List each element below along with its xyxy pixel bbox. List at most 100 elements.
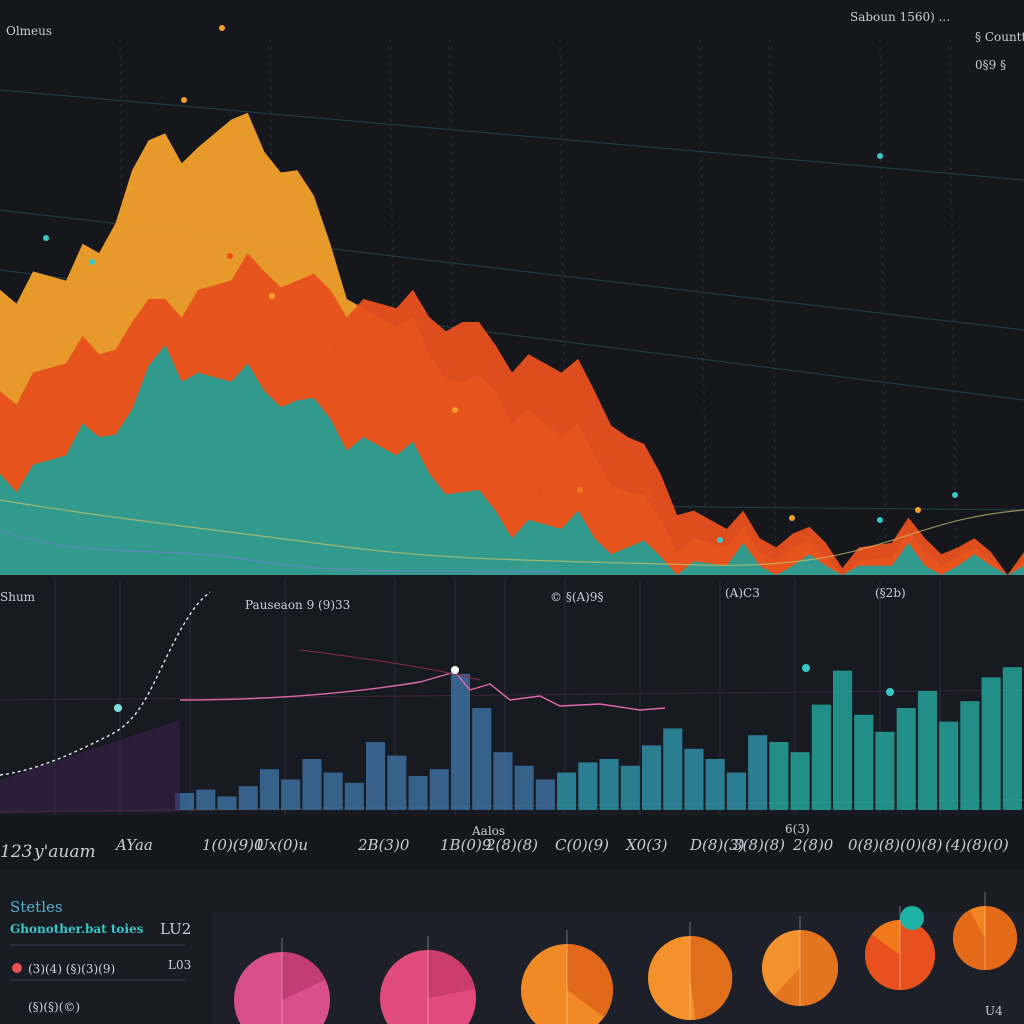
mid-bar-10 — [387, 755, 407, 810]
mid-bar-20 — [599, 759, 619, 810]
top-marker-4 — [332, 347, 338, 353]
mid-bar-19 — [578, 762, 598, 810]
middle-left-label: Shum — [0, 590, 36, 604]
mid-marker-3 — [802, 664, 810, 672]
top-marker-14 — [269, 293, 275, 299]
pie-2-slice — [567, 944, 613, 1017]
x-tick-label-3: 2B(3)0 — [358, 836, 410, 854]
pie-6-slice — [953, 905, 1018, 970]
top-right-label: Saboun 1560) ... — [850, 10, 951, 24]
top-overlay-line-blue — [0, 529, 561, 573]
mid-bar-39 — [1002, 667, 1022, 810]
legend-shapes — [10, 944, 185, 981]
mid-bar-6 — [302, 759, 322, 810]
top-grid-vline-6 — [769, 39, 777, 576]
mid-bar-7 — [323, 772, 343, 810]
middle-bar-chart — [0, 667, 1022, 812]
top-grid-vline-5 — [699, 39, 707, 576]
top-right-small-label-2: 0§9 § — [975, 58, 1007, 72]
mid-marker-1 — [451, 666, 459, 674]
mid-bar-15 — [493, 752, 513, 810]
top-grid-vline-0 — [119, 39, 127, 576]
top-area-series-teal — [0, 345, 1024, 575]
x-axis-small-mark-2: 6(3) — [785, 822, 810, 836]
mid-bar-26 — [726, 772, 746, 810]
x-tick-label-0: AYaa — [116, 836, 153, 854]
pie-4-slice — [774, 930, 839, 1006]
mid-bar-34 — [896, 708, 916, 810]
mid-line-pink — [179, 671, 666, 711]
top-marker-8 — [647, 491, 653, 497]
mid-bar-28 — [769, 742, 789, 810]
mid-marker-2 — [886, 688, 894, 696]
x-axis-start-label: 123 — [0, 842, 33, 862]
top-marker-6 — [537, 489, 543, 495]
mid-bar-38 — [981, 677, 1001, 810]
top-grid-vline-1 — [269, 39, 277, 576]
top-marker-17 — [915, 507, 921, 513]
x-tick-label-1: 1(0)(9)0 — [202, 836, 264, 854]
legend-dot-red — [12, 963, 22, 973]
mid-bar-5 — [281, 779, 301, 810]
bottom-row2-label: (§)(§)(©) — [28, 1000, 81, 1014]
x-tick-label-13: (4)(8)(0) — [945, 836, 1009, 854]
middle-right-label-2: (A)C3 — [725, 586, 760, 600]
x-tick-label-6: C(0)(9) — [555, 836, 609, 854]
bottom-sub-heading: Ghonother.bat toies — [10, 922, 144, 936]
top-grid-hline-0 — [0, 89, 1024, 181]
top-marker-7 — [577, 487, 583, 493]
mid-bar-32 — [854, 714, 874, 810]
top-grid-vline-2 — [389, 39, 397, 576]
middle-right-label-1: © §(A)9§ — [550, 590, 604, 604]
mid-marker-0 — [114, 704, 122, 712]
pie-0-slice — [282, 952, 326, 1000]
mid-bar-18 — [557, 772, 577, 810]
middle-right-label-3: (§2b) — [875, 586, 906, 600]
pie-3-slice — [690, 935, 733, 1020]
x-tick-label-7: X0(3) — [626, 836, 668, 854]
x-tick-label-10: 2(8)0 — [793, 836, 834, 854]
mid-bar-33 — [875, 731, 895, 810]
mid-bar-14 — [472, 708, 492, 810]
pie-1-slice — [428, 950, 476, 998]
mid-bar-25 — [705, 759, 725, 810]
mid-bar-37 — [960, 701, 980, 810]
bottom-row-label: (3)(4) (§)(3)(9) — [28, 962, 116, 976]
pie-5-teal-accent — [900, 906, 924, 930]
mid-bar-29 — [790, 752, 810, 810]
x-tick-label-5: 2(8)(8) — [486, 836, 539, 854]
middle-line-chart — [0, 591, 894, 776]
mid-bar-12 — [429, 769, 449, 810]
top-marker-3 — [227, 253, 233, 259]
top-grid-vline-4 — [559, 39, 567, 576]
mid-bar-21 — [620, 765, 640, 810]
x-tick-label-8: D(8)(3) — [690, 836, 745, 854]
mid-bar-4 — [259, 769, 279, 810]
x-tick-label-9: 3(8)(8) — [733, 836, 786, 854]
x-axis-small-mark-1: Aalos — [472, 824, 506, 838]
bottom-pie-row — [234, 892, 1018, 1024]
top-marker-9 — [877, 153, 883, 159]
mid-left-haze — [0, 720, 180, 812]
top-area-chart — [0, 112, 1024, 575]
mid-bar-11 — [408, 776, 428, 810]
top-marker-0 — [181, 97, 187, 103]
pie-5-slice — [864, 920, 935, 990]
bottom-heading: Stetles — [10, 898, 63, 916]
top-grid-vline-8 — [949, 39, 957, 576]
top-marker-16 — [789, 515, 795, 521]
mid-grid-hline — [0, 689, 1024, 701]
x-tick-label-12: (0)(8) — [900, 836, 943, 854]
mid-bar-16 — [514, 765, 534, 810]
top-marker-11 — [877, 517, 883, 523]
x-axis-unit-label: y'auam — [34, 842, 96, 862]
mid-bar-27 — [748, 735, 768, 810]
top-marker-5 — [452, 407, 458, 413]
mid-bar-9 — [366, 742, 386, 810]
mid-bar-23 — [663, 728, 683, 810]
middle-center-label: Pauseaon 9 (9)33 — [245, 598, 351, 612]
top-left-label: Olmeus — [6, 24, 53, 38]
x-tick-label-2: Ux(0)u — [256, 836, 309, 854]
